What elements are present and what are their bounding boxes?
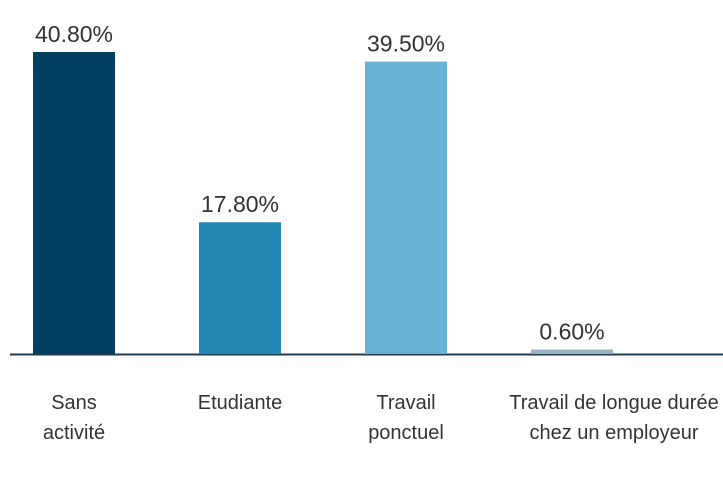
bar [365, 61, 447, 354]
bar [33, 52, 115, 354]
value-label: 0.60% [539, 319, 604, 345]
category-label: Travail de longue durée chez un employeu… [509, 392, 719, 444]
value-label: 39.50% [367, 31, 445, 57]
category-label: Travail ponctuel [368, 392, 444, 444]
bar [531, 349, 613, 354]
value-label: 17.80% [201, 191, 279, 217]
category-label: Etudiante [197, 392, 283, 414]
value-label: 40.80% [35, 21, 113, 47]
category-label: Sans activité [42, 392, 106, 444]
bar [199, 222, 281, 354]
